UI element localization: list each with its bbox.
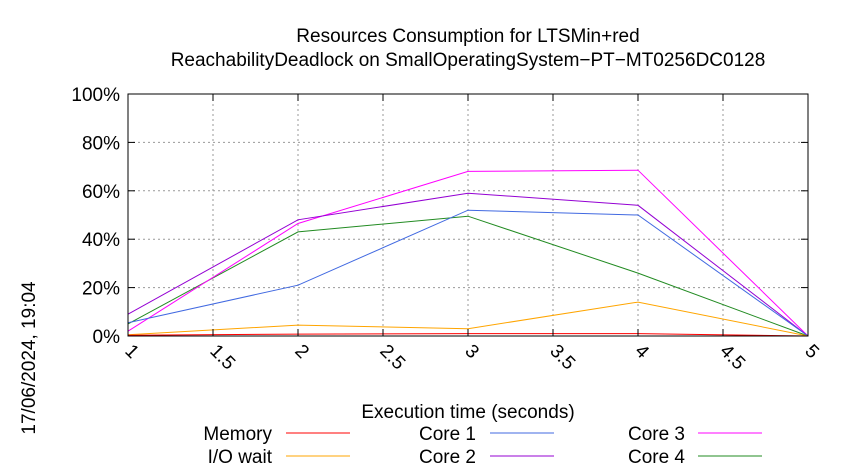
x-tick-label: 2 [290, 341, 312, 363]
legend-label-memory: Memory [203, 424, 272, 445]
grid [128, 94, 808, 336]
series-line-core-4 [127, 215, 809, 337]
series-lines [127, 169, 809, 337]
series-line-core-1 [127, 209, 809, 337]
series-line-i-o-wait [127, 301, 809, 337]
series-line-core-2 [127, 192, 809, 337]
x-axis-label: Execution time (seconds) [361, 402, 574, 423]
x-tick-label: 2.5 [375, 341, 409, 375]
chart-title-line-2: ReachabilityDeadlock on SmallOperatingSy… [171, 50, 766, 71]
y-tick-label: 100% [71, 85, 120, 106]
y-tick-label: 40% [82, 230, 120, 251]
x-axis-ticks: 1 1.5 2 2.5 3 3.5 4 4.5 5 [120, 94, 823, 375]
y-tick-label: 0% [93, 327, 121, 348]
legend-label-core-3: Core 3 [628, 424, 685, 445]
y-tick-label: 80% [82, 133, 120, 154]
x-tick-label: 4.5 [715, 341, 749, 375]
legend-label-core-2: Core 2 [419, 447, 476, 468]
legend-label-i-o-wait: I/O wait [208, 447, 273, 468]
y-tick-label: 60% [82, 182, 120, 203]
legend-label-core-4: Core 4 [628, 447, 685, 468]
series-line-core-3 [127, 169, 809, 337]
x-tick-label: 1 [120, 341, 142, 363]
timestamp-label: 17/06/2024, 19:04 [19, 281, 40, 435]
y-tick-label: 20% [82, 279, 120, 300]
chart-title-line-1: Resources Consumption for LTSMin+red [296, 26, 639, 47]
x-tick-label: 3 [460, 341, 482, 363]
x-tick-label: 1.5 [205, 341, 239, 375]
legend-label-core-1: Core 1 [419, 424, 476, 445]
x-tick-label: 3.5 [545, 341, 579, 375]
y-axis-ticks: 0% 20% 40% 60% 80% 100% [71, 85, 808, 348]
x-tick-label: 4 [630, 341, 653, 364]
x-tick-label: 5 [800, 341, 822, 363]
